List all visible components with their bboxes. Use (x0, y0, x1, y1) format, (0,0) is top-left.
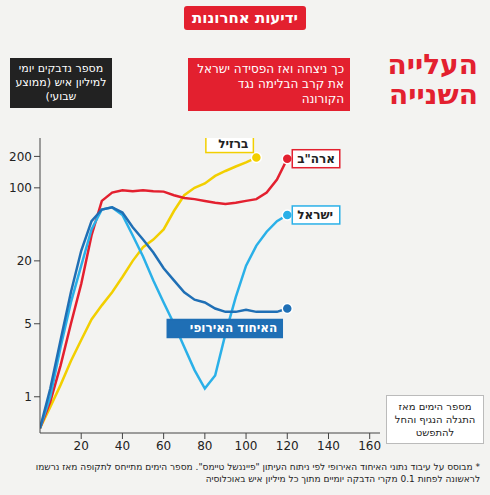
html-text:העלייה השנייה: העלייה השנייה (387, 48, 478, 111)
svg-text:20: 20 (17, 254, 32, 268)
svg-text:1: 1 (24, 390, 32, 404)
svg-text:60: 60 (156, 439, 171, 453)
svg-text:40: 40 (115, 439, 130, 453)
svg-text:ארה"ב: ארה"ב (297, 152, 335, 166)
html-text:ידיעות אחרונות: ידיעות אחרונות (192, 9, 298, 27)
html-text:מספר נדבקים יומי למיליון איש (: מספר נדבקים יומי למיליון איש (ממוצע שבוע… (15, 62, 107, 103)
svg-text:ברזיל: ברזיל (218, 138, 248, 151)
svg-text:20: 20 (74, 439, 89, 453)
svg-text:ישראל: ישראל (297, 208, 333, 222)
svg-text:100: 100 (235, 439, 258, 453)
svg-text:80: 80 (197, 439, 212, 453)
html-text:כך ניצחה ואז הפסידה ישראל את ק: כך ניצחה ואז הפסידה ישראל את קרב הבלימה … (197, 62, 344, 106)
html-text:מספר הימים מאז התגלה הנגיף והח: מספר הימים מאז התגלה הנגיף והחל להתפשט (394, 401, 476, 438)
svg-text:120: 120 (276, 439, 299, 453)
svg-text:140: 140 (317, 439, 340, 453)
svg-text:האיחוד האירופי: האיחוד האירופי (190, 321, 277, 335)
svg-text:100: 100 (9, 181, 32, 195)
svg-text:160: 160 (358, 439, 381, 453)
svg-text:200: 200 (9, 150, 32, 164)
html-text:* מבוסס על עיבוד נתוני האיחוד: * מבוסס על עיבוד נתוני האיחוד האירופי לפ… (35, 462, 480, 484)
svg-text:5: 5 (24, 317, 32, 331)
